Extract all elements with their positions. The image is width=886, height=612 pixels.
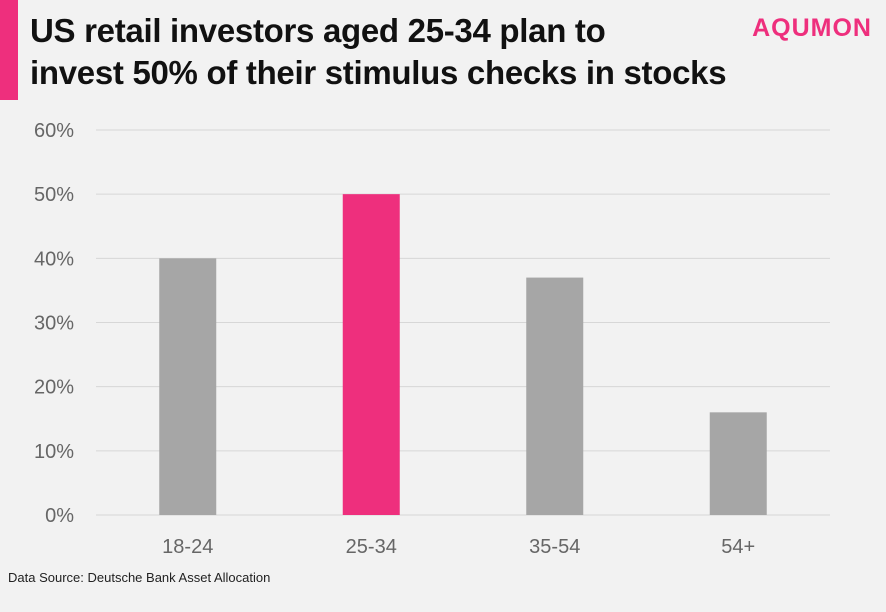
y-tick-label: 10% xyxy=(34,441,74,463)
data-source: Data Source: Deutsche Bank Asset Allocat… xyxy=(8,570,271,585)
y-tick-label: 0% xyxy=(45,505,74,527)
bar xyxy=(159,258,217,515)
y-tick-label: 60% xyxy=(34,120,74,142)
bar-chart: 0% 10% 20% 30% 40% 50% 60% 18-24 25-34 35-54 54+ xyxy=(34,120,830,558)
x-tick-label: 25-34 xyxy=(346,536,397,558)
y-tick-label: 30% xyxy=(34,313,74,335)
page-title: US retail investors aged 25-34 plan to i… xyxy=(30,10,730,94)
title-line-1: US retail investors aged 25-34 plan to xyxy=(30,12,606,49)
bar xyxy=(526,277,584,515)
brand-logo: AQUMON xyxy=(752,14,872,42)
y-tick-label: 50% xyxy=(34,184,74,206)
bar xyxy=(342,194,400,515)
y-tick-label: 20% xyxy=(34,377,74,399)
x-tick-label: 35-54 xyxy=(529,536,580,558)
y-tick-label: 40% xyxy=(34,248,74,270)
x-tick-label: 54+ xyxy=(721,536,755,558)
x-tick-label: 18-24 xyxy=(162,536,213,558)
title-line-2: invest 50% of their stimulus checks in s… xyxy=(30,54,727,91)
bar xyxy=(709,412,767,515)
accent-bar xyxy=(0,0,18,100)
